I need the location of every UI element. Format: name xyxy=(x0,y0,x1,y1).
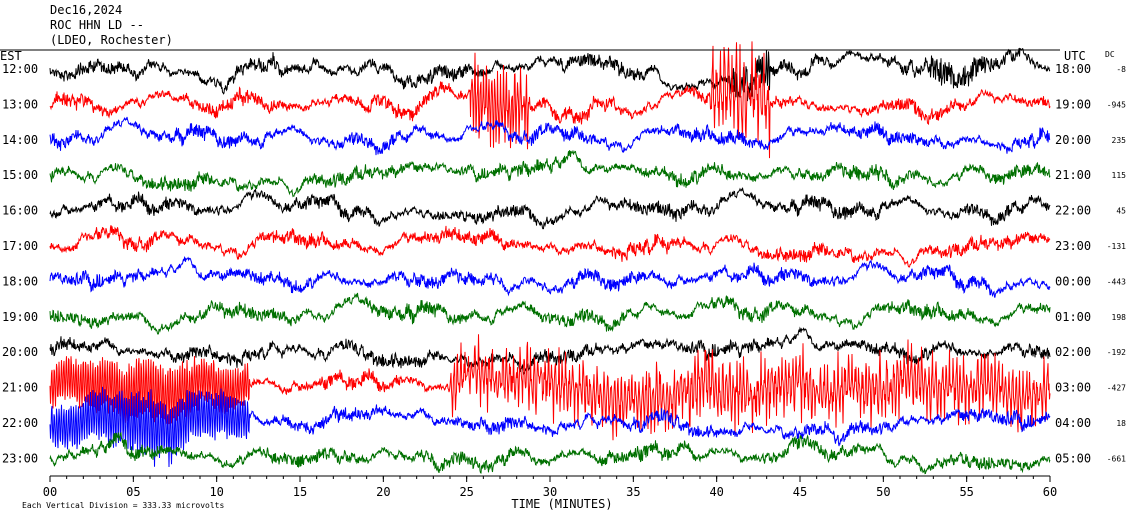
dc-value: -427 xyxy=(1107,384,1126,393)
trace-2300 xyxy=(49,431,1051,475)
trace-1300 xyxy=(49,41,1051,159)
utc-tick-label: 00:00 xyxy=(1055,274,1091,288)
utc-tick-label: 02:00 xyxy=(1055,345,1091,359)
x-tick-label: 00 xyxy=(43,485,57,499)
utc-tick-label: 21:00 xyxy=(1055,168,1091,182)
est-tick-label: 16:00 xyxy=(2,204,38,218)
x-tick-label: 40 xyxy=(709,485,723,499)
x-tick-label: 30 xyxy=(543,485,557,499)
utc-label: UTC xyxy=(1064,49,1086,63)
dc-value: 115 xyxy=(1112,171,1127,180)
dc-value: 235 xyxy=(1112,136,1127,145)
est-tick-label: 20:00 xyxy=(2,345,38,359)
dc-value: -8 xyxy=(1116,65,1126,74)
station-label: ROC HHN LD -- xyxy=(50,18,144,32)
trace-2200 xyxy=(49,386,1051,468)
x-tick-label: 50 xyxy=(876,485,890,499)
trace-2100 xyxy=(49,334,1051,441)
utc-tick-label: 22:00 xyxy=(1055,204,1091,218)
utc-tick-label: 03:00 xyxy=(1055,381,1091,395)
trace-1400 xyxy=(49,116,1051,156)
utc-tick-label: 05:00 xyxy=(1055,451,1091,465)
x-tick-label: 05 xyxy=(126,485,140,499)
x-tick-label: 55 xyxy=(959,485,973,499)
x-tick-label: 45 xyxy=(793,485,807,499)
trace-1800 xyxy=(49,255,1051,298)
trace-2000 xyxy=(49,326,1051,375)
est-tick-label: 13:00 xyxy=(2,97,38,111)
est-label: EST xyxy=(0,49,22,63)
utc-tick-label: 19:00 xyxy=(1055,97,1091,111)
dc-value: -131 xyxy=(1107,242,1126,251)
trace-1600 xyxy=(49,187,1051,230)
dc-value: 45 xyxy=(1116,207,1126,216)
trace-1900 xyxy=(49,292,1051,335)
trace-1500 xyxy=(49,150,1051,198)
dc-value: 198 xyxy=(1112,313,1127,322)
est-tick-label: 18:00 xyxy=(2,274,38,288)
est-tick-label: 17:00 xyxy=(2,239,38,253)
trace-layer xyxy=(49,41,1051,475)
est-tick-label: 21:00 xyxy=(2,381,38,395)
date-label: Dec16,2024 xyxy=(50,3,123,17)
time-axis-label: TIME (MINUTES) xyxy=(511,497,612,511)
x-tick-label: 35 xyxy=(626,485,640,499)
est-tick-label: 14:00 xyxy=(2,133,38,147)
axis-layer: 12:00 18:00 -8 13:00 19:00 -945 14:00 20:00 235 1… xyxy=(2,62,1126,499)
plot-header: Dec16,2024 ROC HHN LD -- (LDEO, Rocheste… xyxy=(50,3,173,48)
scale-note: Each Vertical Division = 333.33 microvol… xyxy=(22,501,224,510)
utc-tick-label: 23:00 xyxy=(1055,239,1091,253)
est-tick-label: 12:00 xyxy=(2,62,38,76)
dc-value: -192 xyxy=(1107,348,1126,357)
dc-value: -945 xyxy=(1107,100,1126,109)
est-tick-label: 22:00 xyxy=(2,416,38,430)
utc-tick-label: 20:00 xyxy=(1055,133,1091,147)
dc-label: DC xyxy=(1105,50,1115,59)
trace-1700 xyxy=(49,225,1051,268)
dc-value: 18 xyxy=(1116,419,1126,428)
est-tick-label: 15:00 xyxy=(2,168,38,182)
utc-tick-label: 04:00 xyxy=(1055,416,1091,430)
dc-value: -661 xyxy=(1107,454,1126,463)
utc-tick-label: 01:00 xyxy=(1055,310,1091,324)
dc-value: -443 xyxy=(1107,277,1126,286)
network-label: (LDEO, Rochester) xyxy=(50,33,173,47)
x-tick-label: 10 xyxy=(209,485,223,499)
x-tick-label: 20 xyxy=(376,485,390,499)
utc-tick-label: 18:00 xyxy=(1055,62,1091,76)
est-tick-label: 23:00 xyxy=(2,451,38,465)
x-tick-label: 15 xyxy=(293,485,307,499)
x-tick-label: 25 xyxy=(459,485,473,499)
x-tick-label: 60 xyxy=(1043,485,1057,499)
est-tick-label: 19:00 xyxy=(2,310,38,324)
trace-1200 xyxy=(49,47,1051,102)
